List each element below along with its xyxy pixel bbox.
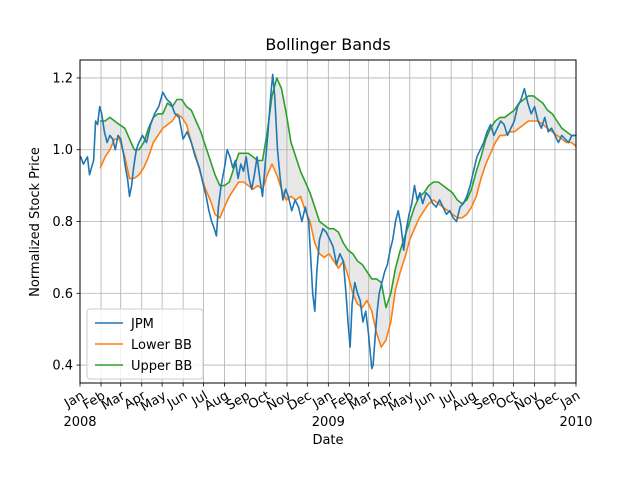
series-layer <box>79 73 577 370</box>
y-tick-label: 0.4 <box>52 359 73 374</box>
y-axis-label: Normalized Stock Price <box>28 147 43 297</box>
chart-title: Bollinger Bands <box>265 35 390 54</box>
legend-label-upper-bb: Upper BB <box>131 359 192 374</box>
legend-box <box>86 308 204 380</box>
x-axis-label: Date <box>312 433 343 448</box>
upper-bb-line <box>99 77 577 309</box>
y-axis-ticks: 0.4 0.6 0.8 1.0 1.2 <box>52 71 80 374</box>
legend: JPM Lower BB Upper BB <box>86 308 204 380</box>
legend-label-jpm: JPM <box>130 317 154 332</box>
y-tick-label: 0.6 <box>52 287 73 302</box>
y-tick-label: 1.2 <box>52 71 73 86</box>
jpm-line <box>79 73 577 370</box>
y-tick-label: 0.8 <box>52 215 73 230</box>
lower-bb-line <box>99 113 577 348</box>
x-tick-year-label: 2008 <box>63 415 96 430</box>
x-tick-label: Jul <box>189 388 211 409</box>
y-tick-label: 1.0 <box>52 143 73 158</box>
x-tick-year-label: 2010 <box>559 415 592 430</box>
legend-label-lower-bb: Lower BB <box>131 338 192 353</box>
x-tick-label: Jul <box>436 388 458 409</box>
x-tick-year-label: 2009 <box>312 415 345 430</box>
